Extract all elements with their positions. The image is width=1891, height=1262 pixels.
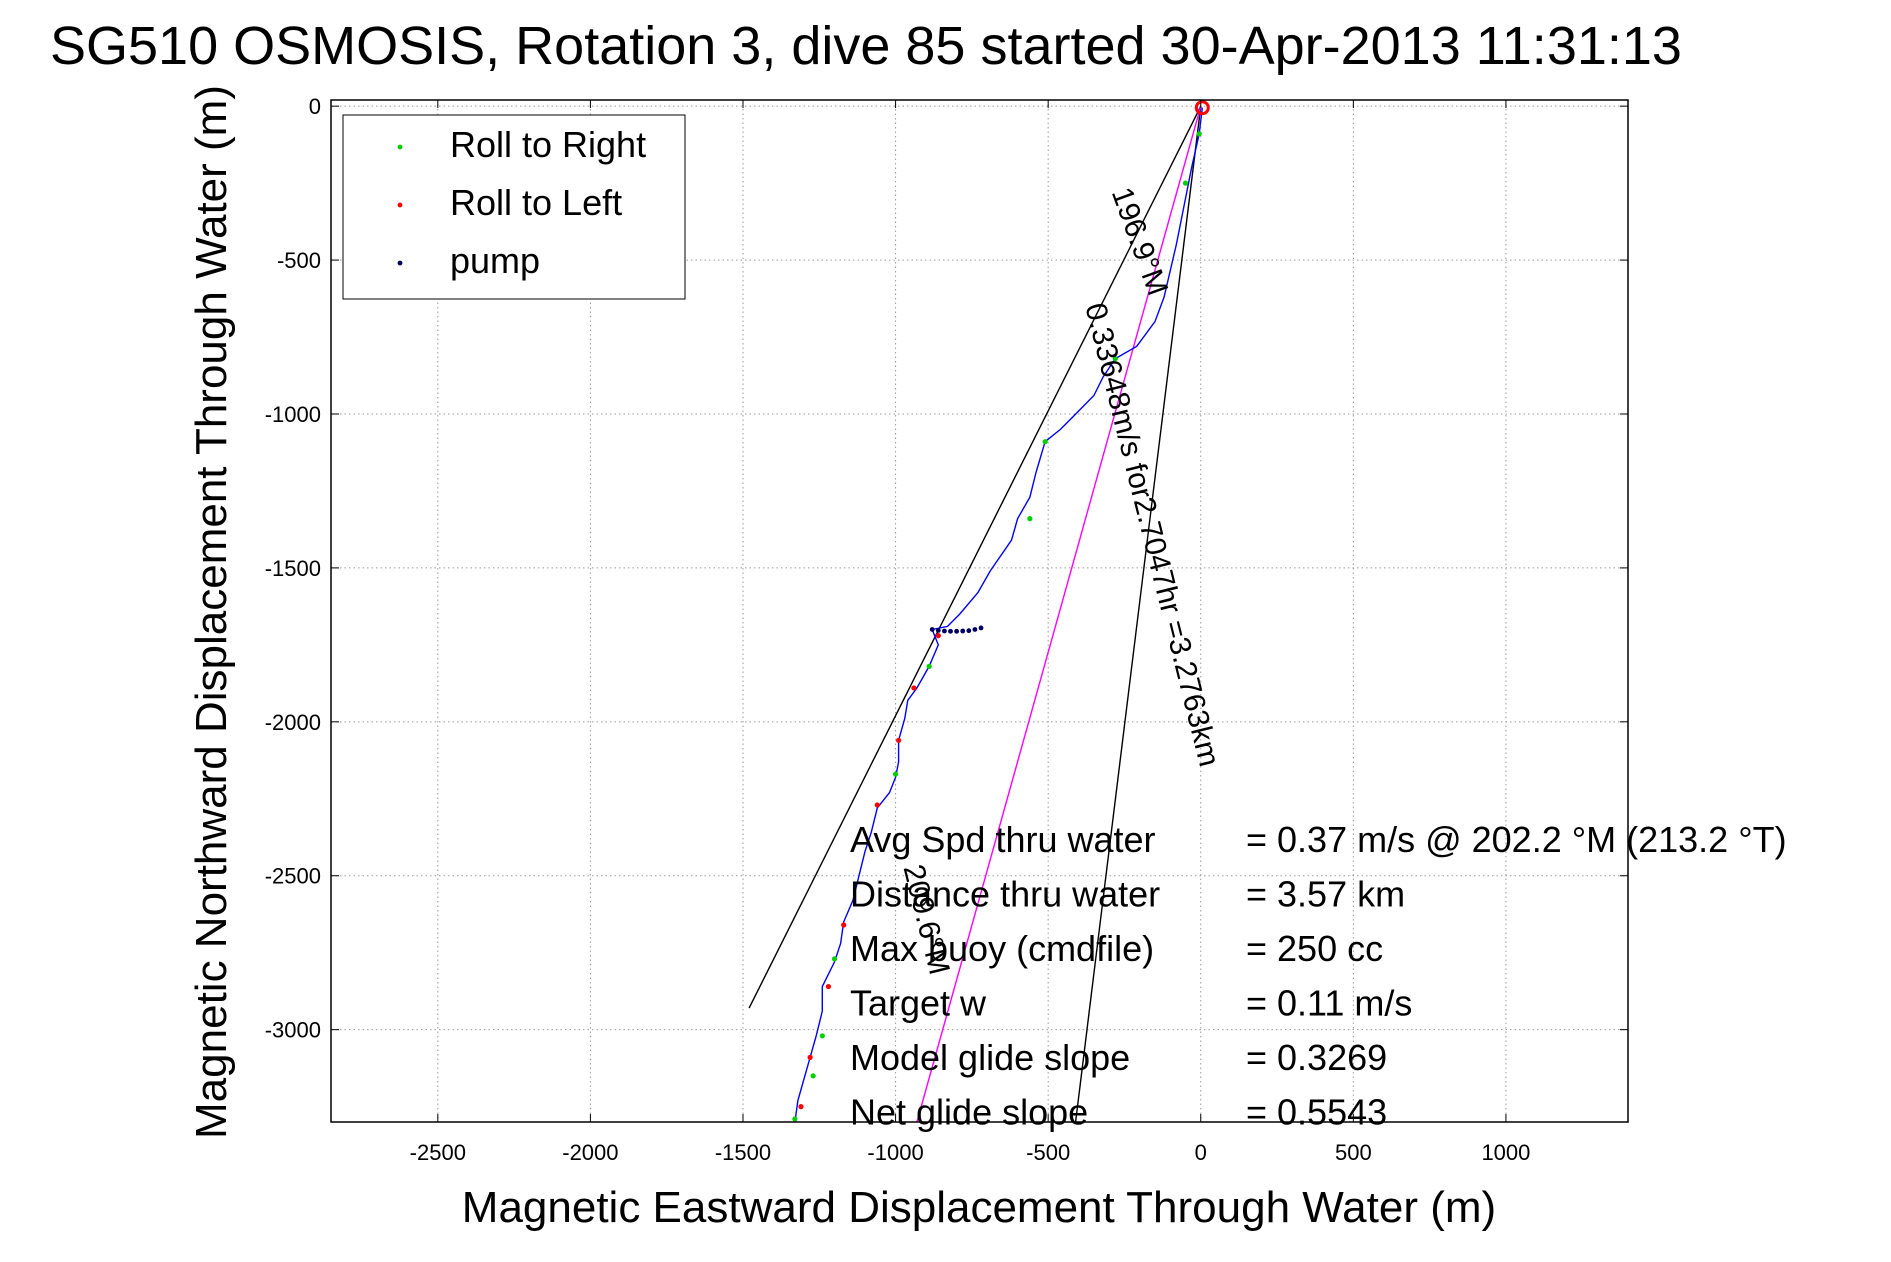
stats-annotations: Avg Spd thru water = 0.37 m/s @ 202.2 °M … (850, 819, 1787, 1133)
roll-right-point (1027, 516, 1033, 522)
legend-marker (397, 260, 403, 266)
roll-right-point (792, 1116, 798, 1122)
stat-label: Max buoy (cmdfile) (850, 928, 1154, 969)
roll-right-point (819, 1033, 825, 1039)
glider-track (794, 107, 1203, 1122)
roll-left-point (825, 983, 832, 990)
stat-value: = 0.3269 (1246, 1037, 1387, 1078)
roll-left-point (798, 1104, 804, 1110)
stat-label: Net glide slope (850, 1092, 1088, 1133)
roll-right-point (1042, 439, 1048, 445)
x-tick-label: -2000 (562, 1140, 618, 1165)
x-tick-label: 1000 (1481, 1140, 1530, 1165)
roll-left-point (807, 1054, 813, 1060)
pump-point (954, 628, 960, 634)
x-tick-label: 500 (1335, 1140, 1372, 1165)
legend-label: Roll to Left (450, 182, 622, 223)
y-axis-label: Magnetic Northward Displacement Through … (187, 85, 236, 1139)
roll-right-point (926, 663, 932, 670)
y-tick-label: 0 (309, 94, 321, 119)
stat-value: = 250 cc (1246, 928, 1383, 969)
x-tick-label: -2500 (410, 1140, 466, 1165)
roll-right-point (831, 956, 838, 962)
stat-value: = 0.5543 (1246, 1092, 1387, 1133)
roll-right-point (1182, 180, 1189, 186)
x-tick-label: -1000 (867, 1140, 923, 1165)
legend-marker (397, 202, 403, 208)
pump-point (972, 627, 978, 632)
y-tick-label: -1500 (265, 556, 321, 581)
pump-point (966, 628, 972, 634)
reference-line (916, 106, 1202, 1122)
series-layer (748, 100, 1210, 1122)
stat-label: Avg Spd thru water (850, 819, 1156, 860)
pump-point (978, 625, 984, 631)
ticks: -2500 -2000 -1500 -1000 -500 0 500 1000 0 -500 -10… (265, 94, 1628, 1165)
grid (331, 100, 1628, 1122)
legend-marker (397, 144, 403, 150)
roll-right-point (892, 771, 899, 777)
stat-label: Distance thru water (850, 874, 1160, 915)
y-tick-label: -3000 (265, 1018, 321, 1043)
stat-value: = 0.11 m/s (1246, 983, 1412, 1024)
roll-right-point (1112, 355, 1118, 362)
x-tick-label: -500 (1026, 1140, 1070, 1165)
y-tick-label: -1000 (265, 402, 321, 427)
y-tick-label: -2000 (265, 710, 321, 735)
roll-left-point (896, 737, 902, 743)
y-tick-label: -2500 (265, 864, 321, 889)
roll-right-point (810, 1073, 816, 1079)
stat-value: = 0.37 m/s @ 202.2 °M (213.2 °T) (1246, 819, 1787, 860)
reference-line (1074, 106, 1202, 1122)
legend-label: pump (450, 240, 540, 281)
roll-left-point (911, 685, 917, 691)
chart-title: SG510 OSMOSIS, Rotation 3, dive 85 start… (50, 16, 1682, 76)
roll-left-point (841, 922, 847, 928)
y-tick-label: -500 (277, 248, 321, 273)
reference-line (748, 105, 1202, 1009)
x-tick-label: -1500 (715, 1140, 771, 1165)
pump-point (929, 627, 935, 632)
pump-point (942, 628, 947, 634)
x-tick-label: 0 (1195, 1140, 1207, 1165)
pump-point (935, 627, 941, 633)
roll-right-point (1196, 131, 1202, 137)
roll-left-point (874, 802, 880, 808)
axes-frame (330, 99, 1629, 1123)
legend-label: Roll to Right (450, 124, 646, 165)
stat-label: Target w (850, 983, 987, 1024)
roll-left-point (935, 633, 941, 639)
pump-point (948, 628, 953, 634)
stat-label: Model glide slope (850, 1037, 1130, 1078)
pump-point (960, 628, 966, 634)
stat-value: = 3.57 km (1246, 874, 1405, 915)
x-axis-label: Magnetic Eastward Displacement Through W… (462, 1183, 1496, 1232)
legend: Roll to Right Roll to Left pump (342, 114, 686, 300)
dive-start-marker (1194, 100, 1210, 116)
